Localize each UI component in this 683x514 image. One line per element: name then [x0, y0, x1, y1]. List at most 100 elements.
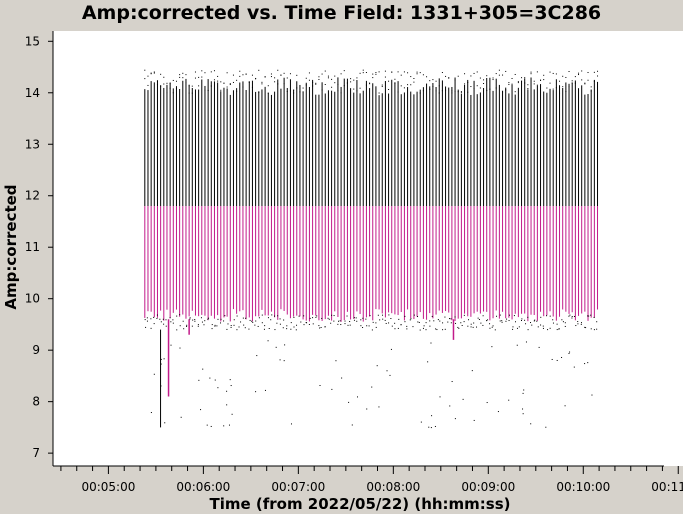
- black-outlier-point: [523, 389, 525, 391]
- black-series-point: [355, 317, 357, 319]
- x-tick-label: 00:05:00: [81, 480, 135, 494]
- black-series-point: [571, 80, 573, 82]
- black-series-point: [540, 79, 542, 81]
- black-series-point: [315, 316, 317, 318]
- black-series-point: [409, 319, 411, 321]
- black-series-point: [460, 92, 462, 94]
- black-series-point: [165, 319, 167, 321]
- black-series-point: [197, 324, 199, 326]
- black-series-point: [518, 326, 520, 328]
- black-series-point: [382, 314, 384, 316]
- black-series-point: [422, 327, 424, 329]
- black-series-point: [236, 79, 238, 81]
- black-series-point: [390, 318, 392, 320]
- y-axis-title: Amp:corrected: [2, 184, 20, 309]
- black-series-point: [397, 71, 399, 73]
- black-series-point: [577, 323, 579, 325]
- tick-layer: 7 8 9 10 11 12 13 14 15 00:05:00 00:06:00 00:07:00 0…: [25, 34, 683, 494]
- black-series-point: [331, 314, 333, 316]
- black-outlier-point: [584, 363, 586, 365]
- black-series-point: [400, 74, 402, 76]
- black-outlier-point: [230, 385, 232, 387]
- black-series-point: [283, 72, 285, 74]
- black-series-point: [293, 92, 295, 94]
- black-series-point: [172, 322, 174, 324]
- black-series-point: [179, 76, 181, 78]
- black-series-point: [188, 85, 190, 87]
- black-outlier-point: [284, 344, 286, 346]
- black-series-point: [360, 319, 362, 321]
- black-outlier-point: [163, 358, 165, 360]
- black-series-point: [489, 323, 491, 325]
- black-series-point: [404, 321, 406, 323]
- black-series-point: [463, 314, 465, 316]
- black-series-point: [419, 92, 421, 94]
- black-series-point: [483, 82, 485, 84]
- y-tick-label: 7: [32, 446, 40, 460]
- black-series-point: [397, 91, 399, 93]
- black-series-point: [324, 70, 326, 72]
- black-series-point: [191, 85, 193, 87]
- black-series-point: [179, 314, 181, 316]
- black-series-point: [217, 75, 219, 77]
- black-series-point: [562, 321, 564, 323]
- black-series-point: [508, 82, 510, 84]
- black-series-point: [536, 320, 538, 322]
- black-series-point: [189, 317, 191, 319]
- black-series-point: [211, 328, 213, 330]
- black-series-point: [542, 325, 544, 327]
- black-series-point: [574, 82, 576, 84]
- black-series-point: [286, 90, 288, 92]
- black-series-point: [435, 328, 437, 330]
- black-series-point: [213, 70, 215, 72]
- black-series-point: [369, 83, 371, 85]
- black-series-point: [571, 316, 573, 318]
- black-series-point: [369, 315, 371, 317]
- black-series-point: [324, 84, 326, 86]
- black-series-point: [315, 83, 317, 85]
- black-series-point: [530, 71, 532, 73]
- black-series-point: [153, 323, 155, 325]
- black-outlier-point: [491, 346, 493, 348]
- black-series-point: [320, 326, 322, 328]
- black-series-point: [527, 316, 529, 318]
- black-series-point: [429, 80, 431, 82]
- black-series-point: [571, 82, 573, 84]
- black-series-point: [489, 88, 491, 90]
- black-series-point: [505, 320, 507, 322]
- black-series-point: [356, 90, 358, 92]
- black-series-point: [346, 82, 348, 84]
- black-series-point: [207, 89, 209, 91]
- black-series-point: [258, 317, 260, 319]
- black-series-point: [201, 70, 203, 72]
- black-series-point: [527, 329, 529, 331]
- black-outlier-point: [226, 404, 228, 406]
- black-outlier-point: [226, 390, 228, 392]
- black-outlier-point: [451, 381, 453, 383]
- black-outlier-point: [371, 386, 373, 388]
- black-series-point: [410, 318, 412, 320]
- black-series-point: [312, 85, 314, 87]
- black-series-point: [552, 88, 554, 90]
- black-series-point: [362, 69, 364, 71]
- black-series-point: [220, 89, 222, 91]
- black-series-point: [508, 314, 510, 316]
- black-outlier-point: [516, 344, 518, 346]
- black-series-point: [419, 329, 421, 331]
- black-series-point: [398, 318, 400, 320]
- chart-title: Amp:corrected vs. Time Field: 1331+305=3…: [81, 2, 602, 24]
- black-series-point: [153, 71, 155, 73]
- black-series-point: [413, 81, 415, 83]
- black-series-point: [517, 81, 519, 83]
- black-series-point: [596, 321, 598, 323]
- black-series-point: [257, 325, 259, 327]
- black-series-point: [312, 323, 314, 325]
- black-series-point: [378, 71, 380, 73]
- black-series-point: [530, 73, 532, 75]
- black-series-point: [261, 83, 263, 85]
- black-series-point: [564, 322, 566, 324]
- black-series-point: [210, 71, 212, 73]
- black-series-point: [457, 91, 459, 93]
- black-outlier-point: [530, 423, 532, 425]
- black-series-point: [182, 320, 184, 322]
